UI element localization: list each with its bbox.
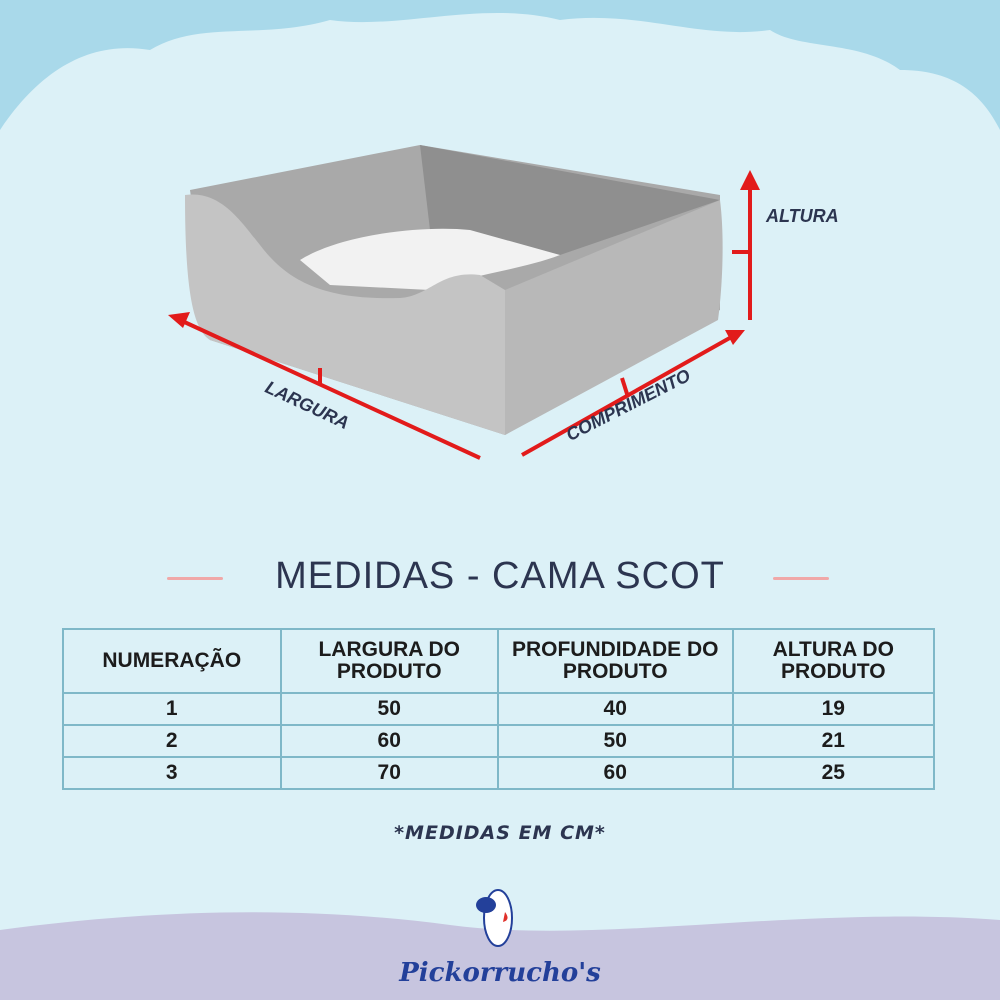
header-cell: ALTURA DO PRODUTO	[731, 628, 936, 694]
table-cell: 3	[62, 756, 282, 790]
table-cell: 60	[279, 724, 499, 758]
table-cell: 50	[279, 692, 499, 726]
table-row: 2 60 50 21	[62, 724, 936, 758]
page-title: MEDIDAS - CAMA SCOT	[275, 555, 725, 597]
table-row: 1 50 40 19	[62, 692, 936, 726]
title-dash-right	[773, 577, 829, 580]
brand-logo-text: Pickorrucho's	[399, 958, 601, 988]
dog-bed-illustration	[185, 145, 723, 435]
logo-dog	[476, 889, 513, 947]
table-cell: 40	[496, 692, 734, 726]
table-cell: 50	[496, 724, 734, 758]
dimension-arrows	[168, 170, 760, 460]
header-cell: NUMERAÇÃO	[62, 628, 282, 694]
table-cell: 19	[731, 692, 936, 726]
table-cell: 70	[279, 756, 499, 790]
table-row: 3 70 60 25	[62, 756, 936, 790]
table-cell: 1	[62, 692, 282, 726]
header-cell: PROFUNDIDADE DO PRODUTO	[496, 628, 734, 694]
table-cell: 2	[62, 724, 282, 758]
measurements-table: NUMERAÇÃO LARGURA DO PRODUTO PROFUNDIDAD…	[62, 628, 936, 790]
table-cell: 60	[496, 756, 734, 790]
label-height: ALTURA	[766, 206, 839, 226]
title-dash-left	[167, 577, 223, 580]
top-clouds	[0, 0, 1000, 130]
header-cell: LARGURA DO PRODUTO	[279, 628, 499, 694]
units-note: *MEDIDAS EM CM*	[394, 822, 606, 844]
table-cell: 25	[731, 756, 936, 790]
table-cell: 21	[731, 724, 936, 758]
table-header-row: NUMERAÇÃO LARGURA DO PRODUTO PROFUNDIDAD…	[62, 628, 936, 694]
bottom-hill	[0, 912, 1000, 1000]
